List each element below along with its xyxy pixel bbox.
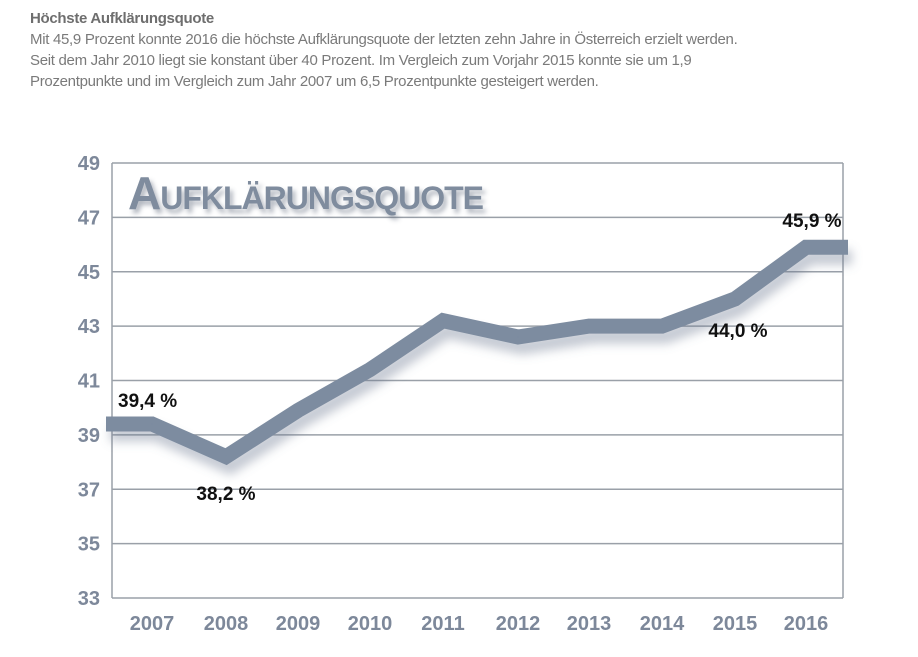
intro-line: Prozentpunkte und im Vergleich zum Jahr … (30, 73, 599, 90)
data-point (661, 325, 663, 328)
x-tick-label: 2007 (130, 613, 175, 635)
data-point (517, 336, 519, 338)
data-label: 45,9 % (782, 211, 841, 232)
x-tick-label: 2016 (784, 613, 829, 635)
y-tick-label: 39 (78, 425, 100, 447)
y-tick-label: 43 (78, 316, 100, 338)
data-point (297, 409, 299, 412)
intro-heading: Höchste Aufklärungsquote (30, 10, 214, 27)
intro-text: Höchste Aufklärungsquote Mit 45,9 Prozen… (30, 8, 738, 92)
y-tick-label: 35 (78, 534, 100, 556)
y-tick-label: 45 (78, 262, 100, 284)
data-point (805, 246, 807, 249)
x-tick-label: 2009 (276, 613, 321, 635)
y-tick-label: 37 (78, 479, 100, 501)
data-label: 38,2 % (196, 484, 255, 505)
y-tick-label: 41 (78, 371, 100, 393)
y-tick-label: 33 (78, 588, 100, 610)
intro-line: Mit 45,9 Prozent konnte 2016 die höchste… (30, 31, 738, 48)
x-tick-label: 2015 (713, 613, 758, 635)
series-line (106, 239, 848, 466)
data-point (588, 325, 590, 328)
x-tick-label: 2013 (567, 613, 612, 635)
x-tick-label: 2012 (496, 613, 541, 635)
x-tick-label: 2014 (640, 613, 685, 635)
data-label: 44,0 % (708, 321, 767, 342)
data-point (734, 297, 736, 300)
data-label: 39,4 % (118, 391, 177, 412)
intro-line: Seit dem Jahr 2010 liegt sie konstant üb… (30, 52, 692, 69)
x-tick-label: 2011 (421, 613, 464, 635)
y-tick-label: 49 (78, 153, 100, 175)
data-point (225, 455, 227, 458)
y-tick-label: 47 (78, 207, 100, 229)
data-point (442, 319, 444, 322)
data-point (369, 368, 371, 371)
chart-title: Aufklärungsquote (128, 167, 484, 219)
data-point (151, 423, 153, 425)
x-tick-label: 2008 (204, 613, 249, 635)
x-tick-label: 2010 (348, 613, 393, 635)
